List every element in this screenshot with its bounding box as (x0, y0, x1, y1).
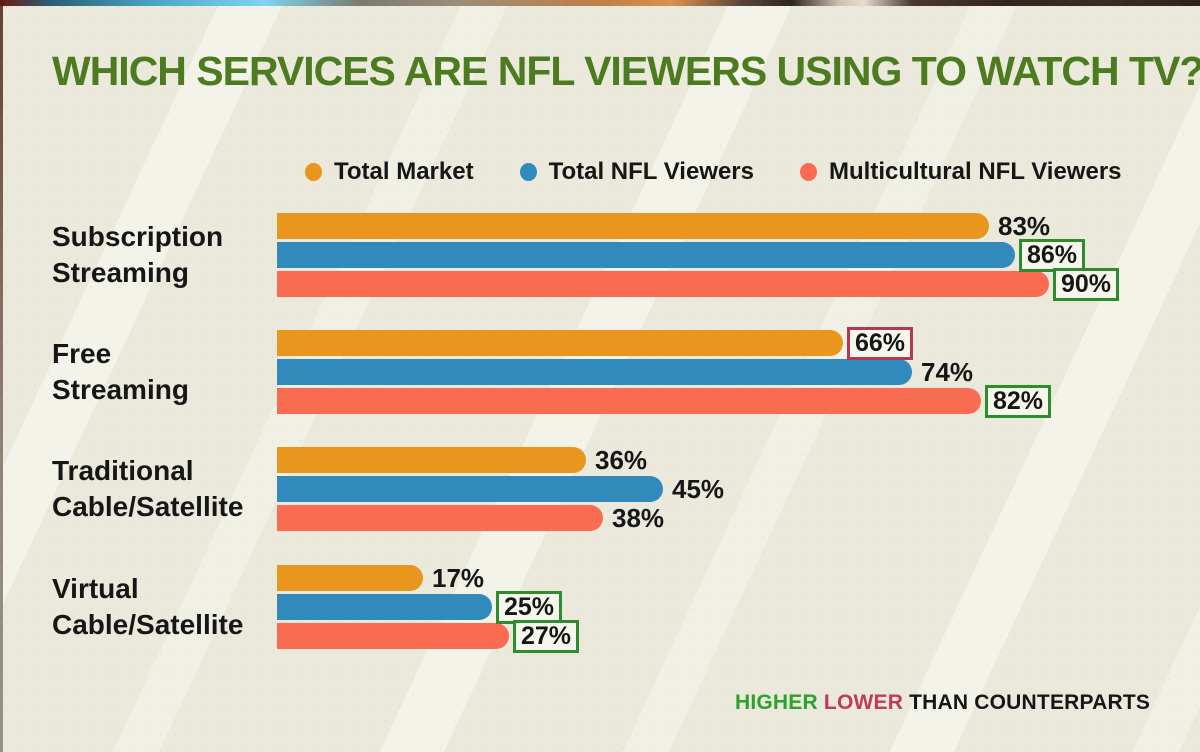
bar-row: 82% (277, 384, 1052, 418)
bar-total-market (277, 565, 423, 591)
category-label: Free Streaming (52, 338, 189, 405)
value-label: 36% (595, 444, 648, 475)
category-group-virtual-cable-satellite: Virtual Cable/Satellite 17% 25% 27% (0, 562, 1200, 653)
category-group-free-streaming: Free Streaming 66% 74% 82% (0, 326, 1200, 418)
value-label-higher-boxed: 86% (1019, 238, 1086, 272)
value-label-higher-boxed: 25% (496, 590, 563, 624)
value-label: 83% (998, 210, 1051, 241)
bar-multicultural-nfl-viewers (277, 271, 1049, 297)
bar-row: 17% (277, 562, 485, 593)
legend-dot-icon (800, 163, 817, 181)
top-edge-photo-strip (0, 0, 1200, 6)
value-label-higher-boxed: 27% (513, 619, 580, 653)
footnote: HIGHER LOWER THAN COUNTERPARTS (735, 691, 1150, 715)
bar-total-nfl-viewers (277, 359, 912, 385)
bar-total-market (277, 447, 586, 473)
legend-dot-icon (305, 163, 322, 181)
value-label: 74% (921, 356, 974, 387)
footnote-rest: THAN COUNTERPARTS (909, 691, 1151, 714)
category-group-subscription-streaming: Subscription Streaming 83% 86% 90% (0, 210, 1200, 301)
value-label-higher-boxed: 82% (985, 384, 1052, 418)
value-label: 45% (672, 473, 725, 504)
bar-row: 38% (277, 502, 665, 533)
bar-row: 45% (277, 473, 725, 504)
bar-total-nfl-viewers (277, 242, 1015, 268)
footnote-higher: HIGHER (735, 691, 818, 714)
legend-label: Multicultural NFL Viewers (829, 158, 1122, 185)
category-label: Virtual Cable/Satellite (52, 573, 244, 640)
legend-item-total-market: Total Market (305, 158, 474, 186)
bar-row: 27% (277, 619, 580, 653)
bar-multicultural-nfl-viewers (277, 388, 981, 414)
legend-item-total-nfl-viewers: Total NFL Viewers (519, 158, 754, 186)
bar-row: 90% (277, 267, 1120, 301)
legend-item-multicultural-nfl-viewers: Multicultural NFL Viewers (800, 158, 1122, 186)
bar-row: 36% (277, 444, 648, 475)
chart-title: WHICH SERVICES ARE NFL VIEWERS USING TO … (52, 48, 1200, 94)
category-label: Traditional Cable/Satellite (52, 455, 244, 522)
category-label: Subscription Streaming (52, 221, 224, 288)
bar-row: 66% (277, 326, 914, 360)
value-label: 38% (612, 502, 665, 533)
bar-multicultural-nfl-viewers (277, 623, 509, 649)
bar-row: 86% (277, 238, 1086, 272)
value-label-higher-boxed: 90% (1053, 267, 1120, 301)
legend-label: Total NFL Viewers (548, 158, 754, 185)
chart-legend: Total Market Total NFL Viewers Multicultur… (305, 158, 1122, 186)
bar-total-nfl-viewers (277, 476, 663, 502)
value-label-lower-boxed: 66% (847, 326, 914, 360)
left-edge-photo-strip (0, 0, 3, 752)
bar-total-market (277, 330, 843, 356)
bar-total-nfl-viewers (277, 594, 492, 620)
bar-row: 83% (277, 210, 1051, 241)
legend-dot-icon (519, 163, 537, 181)
bar-row: 74% (277, 356, 974, 387)
footnote-lower: LOWER (823, 691, 904, 714)
legend-label: Total Market (334, 158, 474, 185)
bar-multicultural-nfl-viewers (277, 505, 603, 531)
bar-total-market (277, 213, 989, 239)
category-group-traditional-cable-satellite: Traditional Cable/Satellite 36% 45% 38% (0, 444, 1200, 533)
bar-row: 25% (277, 590, 563, 624)
value-label: 17% (432, 562, 485, 593)
